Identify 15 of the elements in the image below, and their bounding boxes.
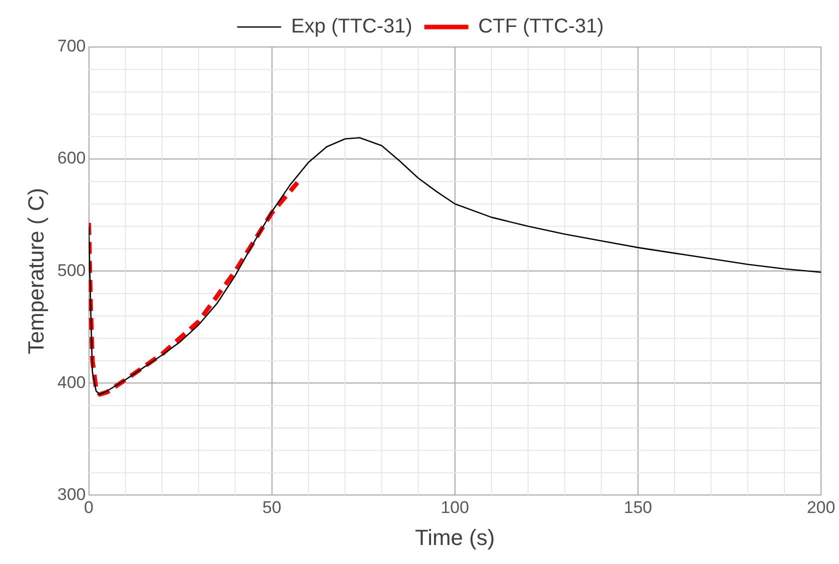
y-tick-label: 400 (57, 372, 86, 392)
y-tick-label: 600 (57, 148, 86, 168)
legend-label: Exp (TTC-31) (291, 16, 412, 38)
x-tick-label: 100 (440, 498, 470, 518)
y-tick-label: 500 (57, 260, 86, 280)
y-tick-label: 700 (57, 36, 86, 56)
line-series (88, 180, 300, 397)
legend-label: CTF (TTC-31) (478, 16, 604, 38)
x-tick-label: 50 (262, 498, 282, 518)
y-axis-title: Temperature ( C) (23, 188, 48, 354)
x-axis-title: Time (s) (414, 524, 495, 550)
x-tick-label: 150 (624, 498, 652, 518)
x-tick-label: 200 (806, 498, 836, 518)
y-tick-label: 300 (57, 484, 86, 504)
x-tick-label: 0 (84, 498, 94, 518)
